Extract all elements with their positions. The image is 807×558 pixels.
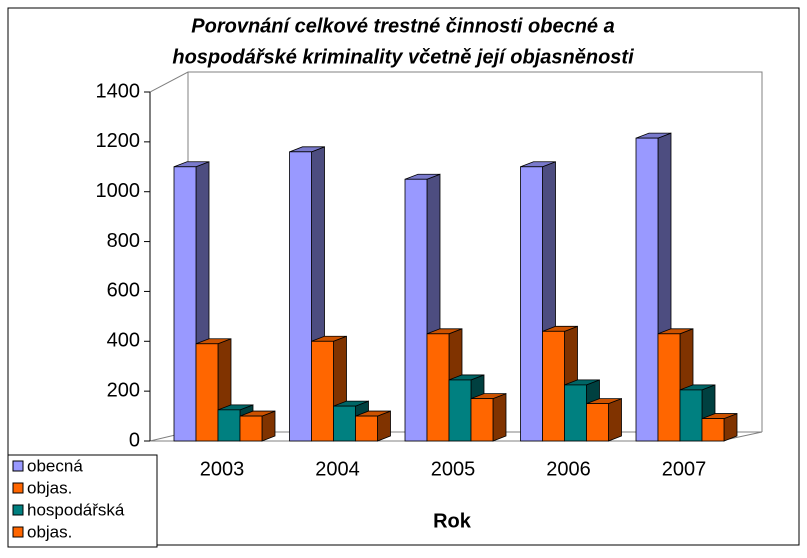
y-tick-label: 1000 [96,180,141,202]
bar [195,343,219,442]
legend-label: hospodářská [27,500,125,519]
bar [217,409,241,442]
y-tick-label: 400 [107,330,140,352]
legend-swatch [12,526,24,538]
chart-title: Porovnání celkové trestné činnosti obecn… [191,15,614,37]
bar [542,330,565,442]
x-tick-label: 2004 [315,458,360,480]
legend-swatch [12,460,24,472]
bar [564,384,587,442]
bar [635,137,659,442]
bar [173,166,197,442]
bar [426,333,450,442]
y-tick-label: 800 [107,230,140,252]
bar [333,405,356,442]
bar [448,379,472,442]
legend-label: obecná [27,456,83,475]
bar-side [608,398,622,442]
bar-side [492,393,507,442]
legend-label: objas. [27,478,72,497]
x-tick-label: 2003 [200,458,245,480]
legend-label: objas. [27,522,72,541]
bar [404,178,428,442]
y-tick-label: 1400 [96,80,141,102]
y-tick-label: 600 [107,280,140,302]
bar [679,389,703,442]
y-tick-label: 1200 [96,130,141,152]
y-tick-label: 0 [129,429,140,451]
x-tick-label: 2006 [546,458,591,480]
bar [470,398,494,442]
bar [657,333,681,442]
bar [701,418,725,442]
legend-swatch [12,482,24,494]
x-tick-label: 2007 [662,458,707,480]
legend-swatch [12,504,24,516]
chart-title: hospodářské kriminality včetně její obja… [172,46,634,68]
x-tick-label: 2005 [431,458,476,480]
bar [520,166,543,442]
bar [355,415,378,442]
y-tick-label: 200 [107,379,140,401]
bar [586,403,609,442]
bar [289,151,312,442]
bar [311,340,334,442]
bar [239,415,263,442]
x-axis-label: Rok [433,510,472,532]
legend [7,454,158,548]
